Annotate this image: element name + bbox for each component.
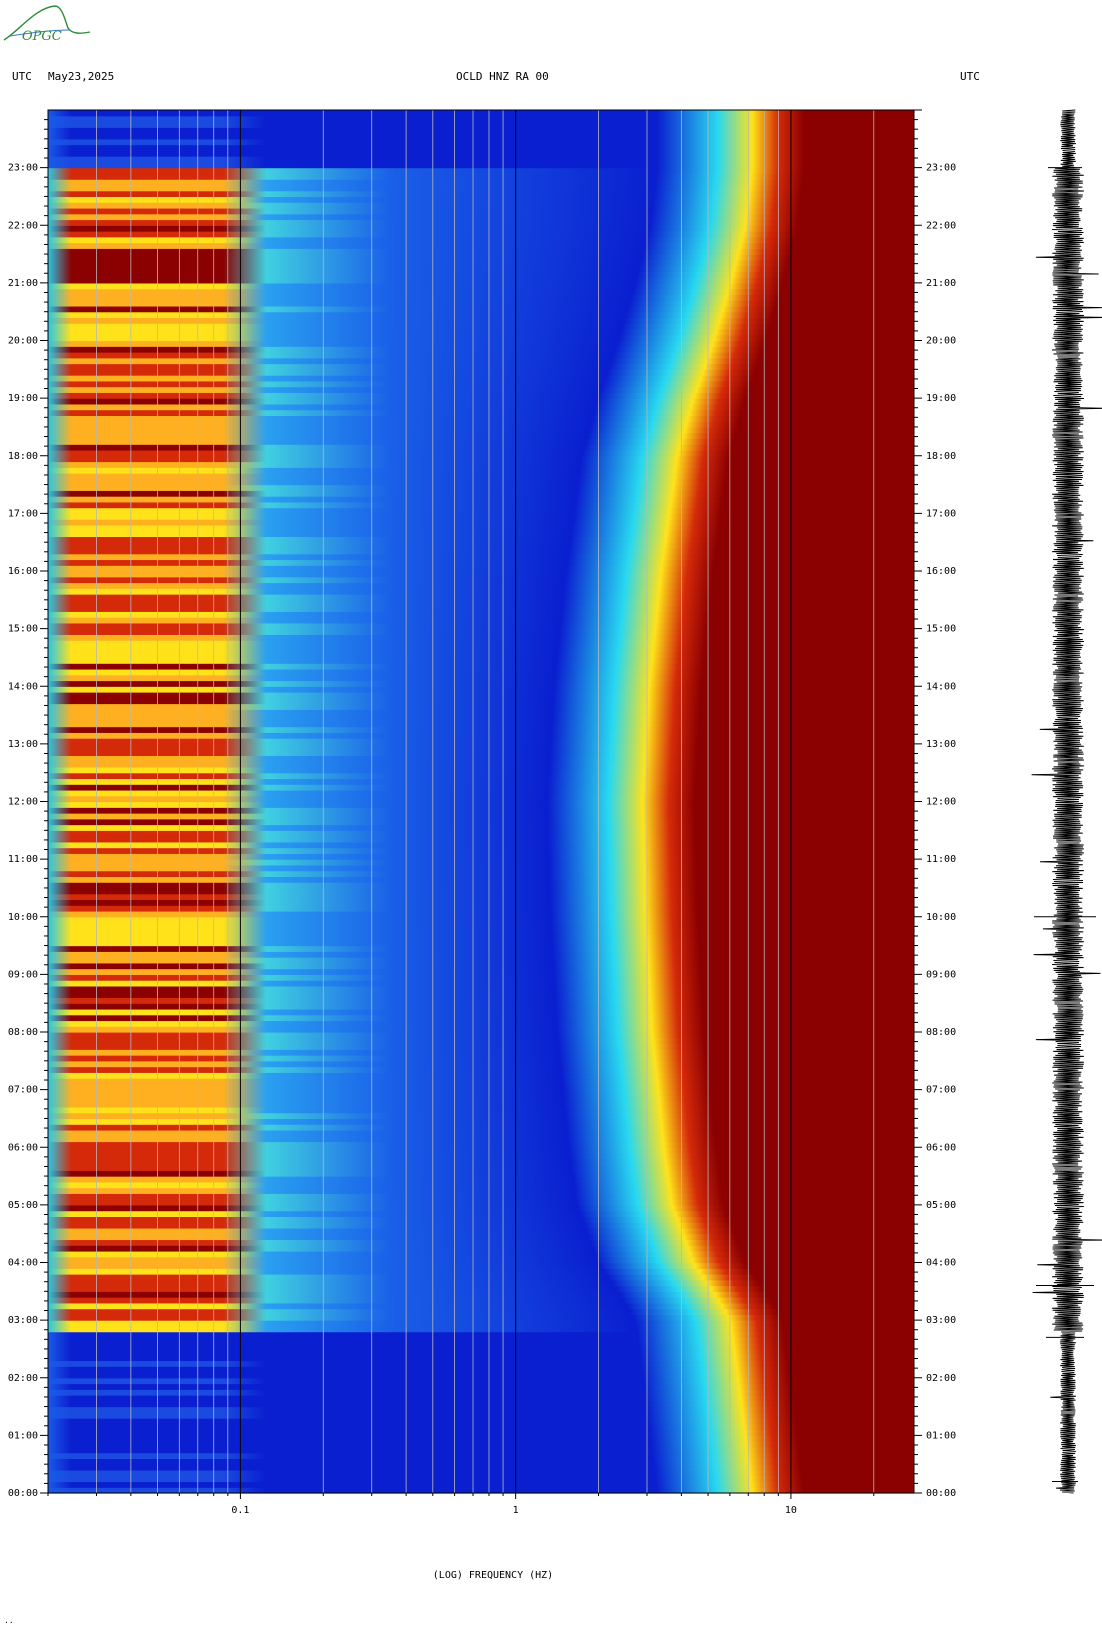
y-tick-label-right: 23:00	[926, 163, 956, 174]
y-tick-label-left: 11:00	[8, 854, 38, 865]
svg-text:OPGC: OPGC	[22, 29, 62, 44]
date-label: May23,2025	[48, 70, 115, 83]
y-tick-label-left: 00:00	[8, 1488, 38, 1499]
y-tick-label-left: 12:00	[8, 797, 38, 808]
plot-area	[48, 110, 914, 1494]
y-tick-label-right: 10:00	[926, 912, 956, 923]
y-tick-label-right: 18:00	[926, 451, 956, 462]
y-tick-label-right: 09:00	[926, 969, 956, 980]
y-tick-label-left: 01:00	[8, 1430, 38, 1441]
y-tick-label-left: 02:00	[8, 1373, 38, 1384]
y-tick-label-left: 19:00	[8, 393, 38, 404]
y-tick-label-left: 15:00	[8, 624, 38, 635]
y-tick-label-right: 05:00	[926, 1200, 956, 1211]
y-tick-label-right: 01:00	[926, 1430, 956, 1441]
x-tick-label: 1	[513, 1505, 519, 1516]
y-tick-label-right: 12:00	[926, 797, 956, 808]
y-tick-label-right: 16:00	[926, 566, 956, 577]
corner-mark: ··	[4, 1618, 14, 1627]
y-tick-label-left: 21:00	[8, 278, 38, 289]
opgc-logo: OPGC	[0, 0, 100, 52]
y-tick-label-right: 07:00	[926, 1085, 956, 1096]
x-tick-label: 0.1	[231, 1505, 249, 1516]
y-tick-label-right: 22:00	[926, 220, 956, 231]
y-tick-label-left: 05:00	[8, 1200, 38, 1211]
seismogram-trace	[1031, 109, 1102, 1494]
y-tick-label-left: 08:00	[8, 1027, 38, 1038]
station-label: OCLD HNZ RA 00	[456, 70, 549, 83]
y-tick-label-right: 17:00	[926, 508, 956, 519]
y-tick-label-left: 03:00	[8, 1315, 38, 1326]
y-tick-label-left: 10:00	[8, 912, 38, 923]
axis-ticks: 0.1 1 10 00:00 00:00 01:00 01:00 02:00 02:00 03:0…	[8, 109, 956, 1516]
x-axis-title: (LOG) FREQUENCY (HZ)	[433, 1570, 553, 1581]
y-tick-label-right: 03:00	[926, 1315, 956, 1326]
y-tick-label-left: 20:00	[8, 336, 38, 347]
y-tick-label-right: 11:00	[926, 854, 956, 865]
y-tick-label-left: 14:00	[8, 681, 38, 692]
y-tick-label-right: 06:00	[926, 1142, 956, 1153]
y-tick-label-right: 14:00	[926, 681, 956, 692]
y-tick-label-right: 20:00	[926, 336, 956, 347]
utc-label-right: UTC	[960, 70, 980, 83]
y-tick-label-right: 21:00	[926, 278, 956, 289]
y-tick-label-right: 15:00	[926, 624, 956, 635]
y-tick-label-left: 17:00	[8, 508, 38, 519]
y-tick-label-left: 13:00	[8, 739, 38, 750]
y-tick-label-left: 09:00	[8, 969, 38, 980]
y-tick-label-right: 13:00	[926, 739, 956, 750]
y-tick-label-right: 00:00	[926, 1488, 956, 1499]
y-tick-label-left: 04:00	[8, 1258, 38, 1269]
y-tick-label-right: 04:00	[926, 1258, 956, 1269]
y-tick-label-left: 18:00	[8, 451, 38, 462]
y-tick-label-left: 16:00	[8, 566, 38, 577]
utc-label-left: UTC	[12, 70, 32, 83]
y-tick-label-right: 19:00	[926, 393, 956, 404]
y-tick-label-left: 07:00	[8, 1085, 38, 1096]
y-tick-label-left: 06:00	[8, 1142, 38, 1153]
x-tick-label: 10	[785, 1505, 797, 1516]
y-tick-label-right: 02:00	[926, 1373, 956, 1384]
trace-line	[1031, 109, 1102, 1494]
y-tick-label-left: 23:00	[8, 163, 38, 174]
y-tick-label-left: 22:00	[8, 220, 38, 231]
y-tick-label-right: 08:00	[926, 1027, 956, 1038]
